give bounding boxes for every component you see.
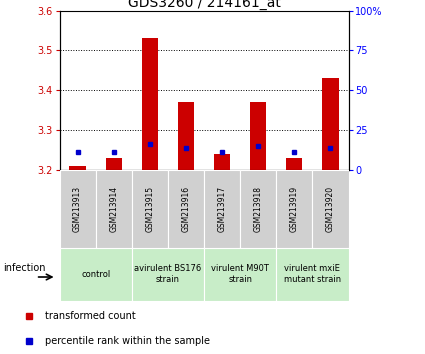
Bar bbox=[250, 102, 266, 170]
Bar bbox=[204, 170, 240, 248]
Bar bbox=[142, 39, 158, 170]
Text: GSM213914: GSM213914 bbox=[109, 186, 118, 232]
Bar bbox=[276, 170, 312, 248]
Text: virulent mxiE
mutant strain: virulent mxiE mutant strain bbox=[284, 264, 341, 284]
Text: GSM213917: GSM213917 bbox=[218, 186, 227, 232]
Bar bbox=[69, 166, 86, 170]
Text: GSM213916: GSM213916 bbox=[181, 186, 190, 232]
Text: GSM213918: GSM213918 bbox=[254, 186, 263, 232]
Bar bbox=[96, 170, 132, 248]
Bar bbox=[132, 170, 168, 248]
Text: GSM213920: GSM213920 bbox=[326, 186, 335, 232]
Text: infection: infection bbox=[3, 263, 45, 273]
Title: GDS3260 / 214161_at: GDS3260 / 214161_at bbox=[128, 0, 280, 10]
Bar bbox=[60, 248, 132, 301]
Bar bbox=[60, 170, 96, 248]
Bar bbox=[276, 248, 348, 301]
Bar bbox=[214, 154, 230, 170]
Bar bbox=[322, 78, 339, 170]
Bar bbox=[286, 158, 303, 170]
Text: avirulent BS176
strain: avirulent BS176 strain bbox=[134, 264, 201, 284]
Text: GSM213913: GSM213913 bbox=[73, 186, 82, 232]
Text: virulent M90T
strain: virulent M90T strain bbox=[211, 264, 269, 284]
Text: percentile rank within the sample: percentile rank within the sample bbox=[45, 336, 210, 346]
Text: control: control bbox=[81, 270, 110, 279]
Bar bbox=[240, 170, 276, 248]
Bar bbox=[312, 170, 348, 248]
Bar bbox=[204, 248, 276, 301]
Text: GSM213915: GSM213915 bbox=[145, 186, 154, 232]
Bar bbox=[132, 248, 204, 301]
Bar bbox=[168, 170, 204, 248]
Text: transformed count: transformed count bbox=[45, 311, 136, 321]
Bar bbox=[105, 158, 122, 170]
Bar bbox=[178, 102, 194, 170]
Text: GSM213919: GSM213919 bbox=[290, 186, 299, 232]
